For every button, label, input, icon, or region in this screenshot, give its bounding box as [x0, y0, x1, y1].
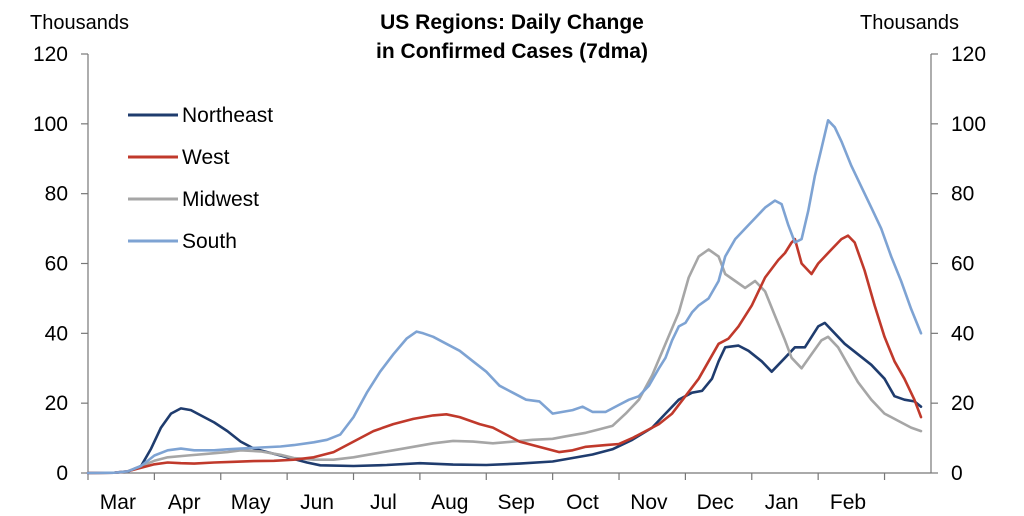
left-y-tick-label: 80 [45, 183, 68, 206]
series-line-northeast [86, 321, 923, 475]
x-tick-label-may: May [231, 491, 271, 514]
chart-title-line-1: US Regions: Daily Change [380, 11, 644, 34]
right-y-tick-label: 60 [951, 253, 974, 276]
series-line-west [86, 234, 923, 475]
left-y-tick-label: 100 [33, 113, 68, 136]
series-line-midwest [86, 248, 923, 475]
right-y-tick-label: 80 [951, 183, 974, 206]
x-tick-label-apr: Apr [168, 491, 201, 514]
left-y-tick-label: 60 [45, 253, 68, 276]
right-y-tick-label: 100 [951, 113, 986, 136]
x-tick-label-nov: Nov [630, 491, 668, 514]
right-axis-unit-label: Thousands [860, 12, 959, 34]
left-y-tick-label: 120 [33, 43, 68, 66]
right-y-tick-label: 0 [951, 462, 963, 485]
x-tick-label-jul: Jul [370, 491, 397, 514]
chart-title-line-2: in Confirmed Cases (7dma) [376, 40, 648, 63]
left-y-tick-label: 20 [45, 392, 68, 415]
x-tick-label-mar: Mar [100, 491, 136, 514]
left-y-tick-label: 0 [56, 462, 68, 485]
legend-label-midwest: Midwest [182, 188, 259, 211]
series-line-south [86, 119, 923, 475]
x-tick-label-oct: Oct [566, 491, 599, 514]
x-tick-label-feb: Feb [830, 491, 866, 514]
right-y-tick-label: 40 [951, 322, 974, 345]
x-tick-label-aug: Aug [431, 491, 468, 514]
x-tick-label-sep: Sep [497, 491, 534, 514]
x-tick-label-jun: Jun [300, 491, 334, 514]
x-tick-label-jan: Jan [765, 491, 799, 514]
legend-label-west: West [182, 146, 230, 169]
legend-label-south: South [182, 230, 237, 253]
left-axis-unit-label: Thousands [30, 12, 129, 34]
legend-label-northeast: Northeast [182, 104, 273, 127]
x-tick-label-dec: Dec [697, 491, 734, 514]
left-y-tick-label: 40 [45, 322, 68, 345]
right-y-tick-label: 20 [951, 392, 974, 415]
right-y-tick-label: 120 [951, 43, 986, 66]
